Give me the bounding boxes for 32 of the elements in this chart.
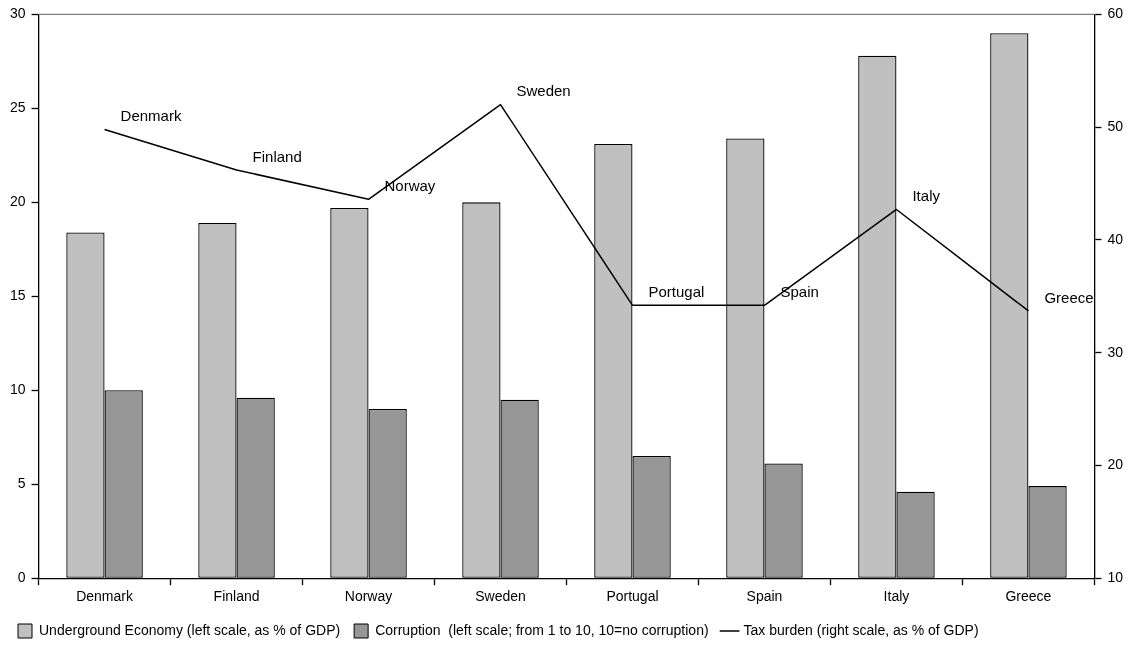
- x-tick-label: Norway: [344, 588, 393, 605]
- data-label: Norway: [384, 176, 436, 194]
- data-label: Greece: [1044, 288, 1094, 306]
- data-label: Spain: [780, 282, 819, 300]
- y2-tick-label: 10: [1107, 569, 1124, 586]
- y2-tick-label: 30: [1107, 343, 1124, 360]
- y-tick-label: 20: [9, 193, 26, 210]
- x-tick-label: Italy: [883, 588, 910, 605]
- y2-tick-label: 20: [1107, 456, 1124, 473]
- y-tick-label: 5: [17, 475, 26, 492]
- legend-label: Underground Economy (left scale, as % of GDP): [39, 621, 341, 638]
- x-tick-label: Sweden: [475, 588, 526, 605]
- y-tick-label: 30: [9, 5, 26, 22]
- y2-tick-label: 60: [1107, 5, 1124, 22]
- data-label: Portugal: [648, 282, 705, 300]
- x-tick-label: Portugal: [606, 588, 659, 605]
- y2-tick-label: 50: [1107, 118, 1124, 135]
- x-tick-label: Finland: [213, 588, 260, 605]
- x-tick-label: Denmark: [76, 588, 134, 605]
- data-label: Italy: [912, 187, 941, 205]
- y-tick-label: 10: [9, 381, 26, 398]
- y-tick-label: 25: [9, 99, 26, 116]
- data-label: Sweden: [516, 82, 571, 100]
- x-tick-label: Spain: [746, 588, 783, 605]
- y-tick-label: 15: [9, 287, 26, 304]
- legend-label: Corruption (left scale; from 1 to 10, 10=no corruption): [375, 621, 709, 638]
- y2-tick-label: 40: [1107, 230, 1124, 247]
- x-tick-label: Greece: [1005, 588, 1052, 605]
- legend-label: Tax burden (right scale, as % of GDP): [743, 621, 979, 638]
- y-tick-label: 0: [17, 569, 26, 586]
- data-label: Denmark: [120, 107, 182, 125]
- data-label: Finland: [252, 147, 302, 165]
